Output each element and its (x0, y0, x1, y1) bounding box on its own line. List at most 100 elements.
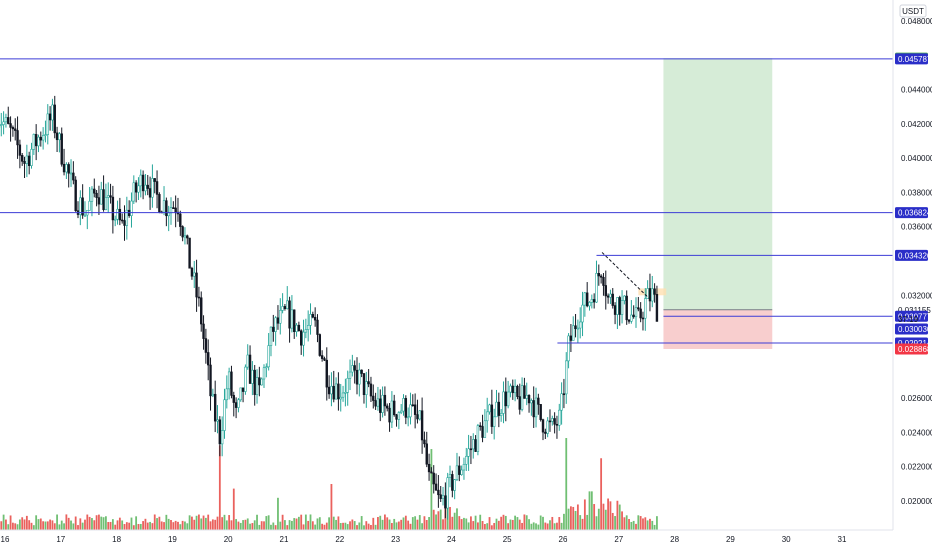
volume-bar (193, 519, 196, 530)
volume-bar (151, 523, 154, 530)
candle-body (406, 416, 410, 419)
volume-bar (460, 519, 463, 530)
candle-body (125, 209, 129, 226)
price-tags: 0.0458330.0457870.0368240.0343260.031155… (895, 52, 932, 355)
volume-bar (611, 512, 614, 530)
candle-body (7, 117, 10, 124)
candle-body (269, 326, 273, 346)
volume-bar (407, 520, 410, 530)
volume-bar (142, 521, 145, 530)
candle-body (439, 494, 442, 499)
date-tick-label: 22 (335, 535, 344, 544)
volume-bar (570, 506, 572, 530)
volume-bar (125, 522, 128, 530)
candle-body (334, 383, 338, 400)
volume-bar (500, 516, 503, 530)
candle-body (537, 397, 540, 405)
volume-bar (39, 518, 42, 530)
volume-bar (642, 518, 644, 530)
candle-body (546, 420, 549, 434)
candle-body (576, 327, 580, 330)
price-tag: 0.036824 (895, 207, 932, 219)
volume-bar (139, 523, 142, 530)
volume-bar (191, 516, 193, 530)
candle-body (592, 299, 596, 303)
volume-bar (593, 504, 596, 530)
candle-body (597, 273, 601, 277)
candle-body (316, 319, 319, 335)
candle-body (620, 300, 624, 315)
volume-bar (221, 517, 224, 530)
candle-body (467, 448, 470, 457)
price-tag-label: 0.034326 (898, 251, 932, 260)
horizontal-levels[interactable] (0, 58, 893, 344)
volume-bar (477, 522, 479, 530)
dashed-trendline[interactable] (601, 252, 650, 300)
candle-body (41, 135, 45, 141)
price-axis[interactable]: USDT 0.048000 0.044000 0.042000 0.040000 0.0… (892, 0, 932, 530)
candle-body (616, 297, 619, 315)
candle-body (539, 404, 542, 420)
currency-label[interactable]: USDT (902, 7, 924, 16)
volume-bar (265, 516, 268, 530)
candle-body (262, 367, 266, 380)
volume-bar (21, 517, 24, 530)
candle-body (418, 410, 421, 420)
volume-bar (330, 484, 333, 530)
candle-body (490, 404, 494, 427)
volume-bar (44, 521, 47, 530)
volume-bar (437, 511, 440, 530)
volume-bar (404, 515, 407, 530)
candle-body (632, 314, 635, 318)
candle-body (97, 197, 101, 205)
volume-bar (179, 524, 182, 530)
volume-bar (146, 522, 149, 530)
candle-body (260, 378, 263, 386)
volume-bar (295, 518, 298, 530)
volume-bar (425, 520, 428, 530)
time-axis[interactable]: 16 17 18 19 20 21 22 23 24 25 26 27 28 29 30 31 (0, 529, 893, 544)
trendline[interactable] (601, 252, 650, 300)
price-tick-label: 0.024000 (901, 428, 932, 437)
candle-body (402, 398, 405, 412)
price-tag-bg (895, 310, 928, 322)
long-position-tool[interactable] (638, 58, 773, 349)
volume-bar (349, 521, 351, 530)
volume-bar (297, 516, 300, 530)
volume-bar (384, 514, 386, 530)
candle-body (281, 306, 284, 311)
candle-body (362, 373, 366, 395)
volume-bar (263, 521, 265, 530)
candle-body (560, 393, 563, 411)
profit-zone[interactable] (663, 58, 773, 310)
candle-body (504, 391, 508, 407)
volume-bar (623, 517, 626, 530)
volume-bar (253, 520, 256, 530)
candle-body (441, 495, 445, 499)
volume-bar (616, 500, 619, 530)
volume-bar (537, 524, 540, 530)
candle-body (114, 218, 117, 221)
volume-bar (37, 519, 40, 530)
volume-bar (360, 516, 363, 530)
candle-body (516, 385, 519, 397)
volume-bar (346, 524, 349, 530)
candle-body (309, 314, 312, 326)
candle-body (286, 300, 289, 309)
volume-bar (7, 524, 10, 530)
candle-body (306, 325, 310, 330)
candle-body (216, 419, 219, 422)
candle-body (34, 134, 38, 147)
candle-body (348, 371, 352, 379)
candle-body (123, 220, 126, 226)
volume-bar (286, 525, 289, 530)
date-tick-label: 26 (559, 535, 568, 544)
candle-body (237, 399, 240, 408)
volume-bar (353, 521, 356, 530)
candle-body (583, 292, 587, 306)
candle-body (409, 404, 412, 418)
volume-bar (42, 521, 45, 530)
date-tick-label: 31 (838, 535, 847, 544)
volume-bar (198, 514, 200, 530)
